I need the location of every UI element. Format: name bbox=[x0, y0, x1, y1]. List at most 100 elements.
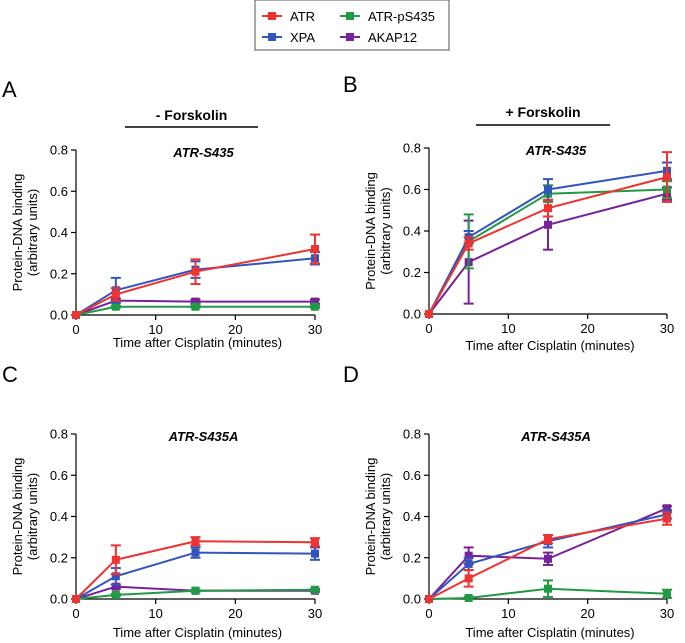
series-line bbox=[428, 192, 668, 315]
series-line bbox=[428, 507, 668, 600]
y-tick-label: 0.2 bbox=[403, 550, 421, 565]
y-tick-label: 0.0 bbox=[403, 592, 421, 607]
data-point bbox=[72, 311, 80, 319]
data-point bbox=[544, 185, 552, 194]
data-point bbox=[191, 302, 200, 311]
x-axis-label: Time after Cisplatin (minutes) bbox=[113, 625, 282, 640]
x-tick-label: 30 bbox=[308, 606, 322, 621]
series-line bbox=[428, 169, 668, 315]
panel-letter: C bbox=[2, 362, 18, 387]
panel-letter: B bbox=[343, 72, 358, 97]
data-point bbox=[663, 173, 671, 182]
y-tick-label: 0.8 bbox=[403, 427, 421, 442]
x-tick-label: 20 bbox=[228, 606, 242, 621]
data-point bbox=[544, 554, 552, 563]
series-line bbox=[75, 305, 315, 316]
y-axis-label: (arbitrary units) bbox=[25, 189, 40, 276]
panel-letter: A bbox=[2, 77, 17, 102]
legend-entry-atr-ps435: ATR-pS435 bbox=[340, 9, 435, 24]
data-point bbox=[111, 572, 120, 581]
panel-c: C ATR-S435A 0.0 0.2 0.4 0.6 0.8 0 10 20 30 Time aft… bbox=[2, 362, 322, 640]
data-point bbox=[464, 593, 473, 602]
x-tick-label: 30 bbox=[308, 322, 322, 337]
series-line bbox=[75, 551, 316, 600]
x-tick-label: 0 bbox=[72, 606, 79, 621]
legend-swatch-marker bbox=[268, 33, 276, 41]
x-tick-label: 10 bbox=[148, 322, 162, 337]
y-axis-label: Protein-DNA binding bbox=[363, 458, 378, 576]
data-point bbox=[111, 590, 120, 599]
data-point bbox=[111, 582, 120, 591]
y-tick-label: 0.8 bbox=[50, 143, 68, 158]
series-line bbox=[428, 513, 668, 600]
series-line bbox=[428, 587, 668, 600]
data-point bbox=[464, 239, 473, 248]
condition-title: + Forskolin bbox=[505, 104, 580, 120]
y-tick-label: 0.0 bbox=[50, 308, 68, 323]
panel-b: B + Forskolin ATR-S435 0.0 0.2 0.4 0.6 0.8 0 10 20… bbox=[343, 72, 674, 353]
series-line bbox=[428, 517, 668, 600]
x-axis-label: Time after Cisplatin (minutes) bbox=[113, 335, 282, 350]
y-tick-label: 0.6 bbox=[50, 184, 68, 199]
y-tick-label: 0.8 bbox=[50, 427, 68, 442]
x-tick-label: 20 bbox=[580, 321, 594, 336]
data-point bbox=[72, 595, 80, 603]
x-tick-label: 30 bbox=[660, 606, 674, 621]
series-atr-ps435 bbox=[425, 579, 672, 603]
y-tick-label: 0.0 bbox=[403, 307, 421, 322]
y-tick-label: 0.4 bbox=[50, 509, 68, 524]
data-point bbox=[544, 204, 552, 213]
chart-subtitle: ATR-S435 bbox=[172, 145, 234, 160]
x-tick-label: 10 bbox=[501, 606, 515, 621]
data-point bbox=[311, 585, 319, 594]
series-atr bbox=[72, 233, 320, 319]
x-tick-label: 0 bbox=[425, 321, 432, 336]
data-point bbox=[544, 584, 552, 593]
series-atr-ps435 bbox=[72, 302, 320, 319]
data-point bbox=[191, 537, 200, 546]
y-tick-label: 0.6 bbox=[403, 182, 421, 197]
data-point bbox=[464, 551, 473, 560]
x-tick-label: 20 bbox=[228, 322, 242, 337]
series-line bbox=[75, 299, 315, 316]
x-tick-label: 30 bbox=[660, 321, 674, 336]
y-axis-label: Protein-DNA binding bbox=[10, 458, 25, 576]
y-tick-label: 0.2 bbox=[403, 265, 421, 280]
y-tick-label: 0.2 bbox=[50, 266, 68, 281]
y-tick-label: 0.2 bbox=[50, 550, 68, 565]
legend-swatch-marker bbox=[346, 33, 354, 41]
data-point bbox=[191, 267, 200, 276]
y-axis-label: (arbitrary units) bbox=[378, 187, 393, 274]
y-tick-label: 0.4 bbox=[403, 509, 421, 524]
series-line bbox=[75, 540, 316, 600]
legend-swatch-marker bbox=[346, 12, 354, 20]
y-tick-label: 0.0 bbox=[50, 592, 68, 607]
data-point bbox=[111, 290, 120, 299]
legend: ATR ATR-pS435 XPA AKAP12 bbox=[254, 0, 450, 51]
y-tick-label: 0.6 bbox=[50, 468, 68, 483]
legend-box bbox=[254, 0, 450, 51]
series-atr bbox=[425, 151, 672, 318]
data-point bbox=[663, 514, 671, 523]
x-axis-label: Time after Cisplatin (minutes) bbox=[465, 338, 634, 353]
x-axis-label: Time after Cisplatin (minutes) bbox=[465, 625, 634, 640]
x-tick-label: 0 bbox=[425, 606, 432, 621]
chart-subtitle: ATR-S435A bbox=[520, 429, 591, 444]
x-tick-label: 0 bbox=[72, 322, 79, 337]
y-axis-label: (arbitrary units) bbox=[378, 473, 393, 560]
legend-label: ATR bbox=[290, 9, 315, 24]
panel-letter: D bbox=[343, 362, 359, 387]
legend-entry-xpa: XPA bbox=[262, 30, 315, 45]
legend-label: ATR-pS435 bbox=[368, 9, 435, 24]
data-point bbox=[663, 504, 671, 513]
x-tick-label: 10 bbox=[501, 321, 515, 336]
legend-label: XPA bbox=[290, 30, 315, 45]
data-point bbox=[464, 559, 473, 568]
legend-entry-akap12: AKAP12 bbox=[340, 30, 417, 45]
data-point bbox=[191, 586, 200, 595]
data-point bbox=[111, 302, 120, 311]
data-point bbox=[425, 595, 433, 603]
data-point bbox=[425, 310, 433, 318]
y-tick-label: 0.4 bbox=[50, 225, 68, 240]
